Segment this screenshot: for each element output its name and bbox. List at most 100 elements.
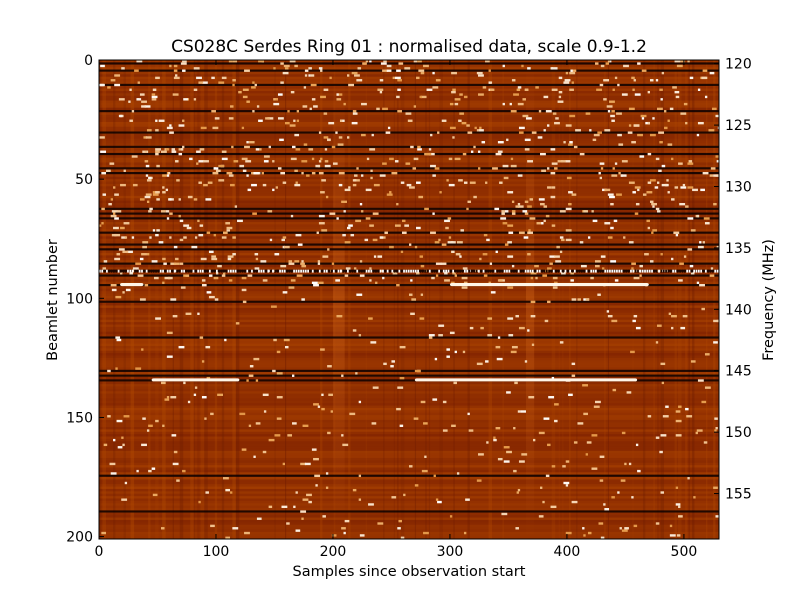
heatmap-speckle <box>432 212 435 215</box>
heatmap-speckle <box>225 269 228 273</box>
heatmap-speckle <box>151 93 156 96</box>
heatmap-speckle <box>564 269 567 273</box>
heatmap-row <box>99 341 719 344</box>
heatmap-speckle <box>510 110 517 113</box>
heatmap-speckle <box>478 167 481 170</box>
heatmap-row <box>99 141 719 144</box>
heatmap-speckle <box>99 83 105 87</box>
heatmap-speckle <box>659 88 663 91</box>
heatmap-speckle <box>285 121 290 125</box>
heatmap-speckle <box>180 286 186 289</box>
heatmap-speckle <box>157 269 160 273</box>
heatmap-speckle <box>563 481 570 485</box>
heatmap-speckle <box>316 269 319 273</box>
heatmap-speckle <box>350 233 355 237</box>
heatmap-speckle <box>409 465 413 468</box>
heatmap-speckle <box>558 76 563 80</box>
heatmap-speckle <box>201 269 204 273</box>
heatmap-speckle <box>662 415 669 418</box>
heatmap-speckle <box>688 160 693 163</box>
heatmap-speckle <box>138 269 141 273</box>
heatmap-speckle <box>469 326 474 330</box>
heatmap-speckle <box>493 438 497 442</box>
heatmap-row <box>99 481 719 485</box>
heatmap-row <box>99 79 719 82</box>
heatmap-speckle <box>182 119 185 122</box>
heatmap-speckle <box>543 269 546 273</box>
heatmap-speckle <box>641 69 647 72</box>
heatmap-speckle <box>363 62 367 65</box>
heatmap-speckle <box>120 272 123 275</box>
heatmap-streak <box>607 60 610 539</box>
heatmap-speckle <box>609 195 615 199</box>
heatmap-speckle <box>497 141 504 144</box>
heatmap-speckle <box>479 129 484 132</box>
heatmap-speckle <box>420 71 425 75</box>
heatmap-speckle <box>628 462 632 466</box>
heatmap-speckle <box>358 474 362 478</box>
heatmap-speckle <box>540 152 546 156</box>
heatmap-row <box>99 348 719 352</box>
heatmap-speckle <box>421 269 424 273</box>
heatmap-speckle <box>145 269 148 273</box>
heatmap-speckle <box>396 284 400 287</box>
heatmap-speckle <box>517 202 521 206</box>
heatmap-speckle <box>336 98 342 101</box>
heatmap-speckle <box>419 317 425 320</box>
heatmap-speckle <box>566 269 569 273</box>
heatmap-speckle <box>356 269 359 273</box>
heatmap-speckle <box>514 381 518 385</box>
heatmap-speckle <box>500 217 507 220</box>
heatmap-speckle <box>397 386 404 389</box>
heatmap-speckle <box>459 93 463 96</box>
heatmap-speckle <box>359 202 363 206</box>
heatmap-streak <box>274 60 276 539</box>
heatmap-speckle <box>565 531 572 535</box>
heatmap-speckle <box>366 157 370 161</box>
heatmap-row <box>99 74 719 78</box>
heatmap-speckle <box>175 257 179 261</box>
heatmap-speckle <box>652 229 657 232</box>
heatmap-speckle <box>379 90 383 94</box>
heatmap-speckle <box>459 112 464 115</box>
heatmap-streak <box>204 60 208 539</box>
heatmap-speckle <box>187 195 193 199</box>
heatmap-speckle <box>230 491 233 494</box>
heatmap-speckle <box>495 152 502 156</box>
heatmap-speckle <box>494 269 497 273</box>
heatmap-speckle <box>620 479 626 482</box>
heatmap-speckle <box>465 498 470 501</box>
heatmap-speckle <box>309 107 312 111</box>
heatmap-speckle <box>232 253 236 256</box>
heatmap-speckle <box>496 269 499 273</box>
heatmap-speckle <box>214 117 220 120</box>
heatmap-speckle <box>310 83 317 87</box>
heatmap-speckle <box>405 162 411 165</box>
heatmap-speckle <box>487 334 493 337</box>
heatmap-streak <box>190 60 194 539</box>
heatmap-speckle <box>199 148 205 151</box>
heatmap-speckle <box>205 491 209 494</box>
heatmap-speckle <box>178 152 183 156</box>
heatmap-speckle <box>307 269 309 273</box>
heatmap-speckle <box>502 64 505 68</box>
heatmap-speckle <box>370 269 373 273</box>
heatmap-speckle <box>325 472 329 475</box>
heatmap-speckle <box>502 164 509 168</box>
heatmap-speckle <box>428 148 432 151</box>
heatmap-speckle <box>511 345 518 349</box>
heatmap-speckle <box>235 322 240 325</box>
heatmap-speckle <box>543 129 546 132</box>
heatmap-speckle <box>606 269 609 273</box>
heatmap-speckle <box>646 269 649 273</box>
heatmap-speckle <box>583 210 588 213</box>
heatmap-speckle <box>671 157 674 161</box>
heatmap-speckle <box>603 503 606 506</box>
heatmap-speckle <box>639 274 642 277</box>
heatmap-speckle <box>173 262 180 265</box>
heatmap-speckle <box>221 236 227 239</box>
heatmap-speckle <box>327 248 330 251</box>
heatmap-streak <box>148 60 151 539</box>
heatmap-speckle <box>635 326 641 330</box>
heatmap-speckle <box>607 110 611 113</box>
